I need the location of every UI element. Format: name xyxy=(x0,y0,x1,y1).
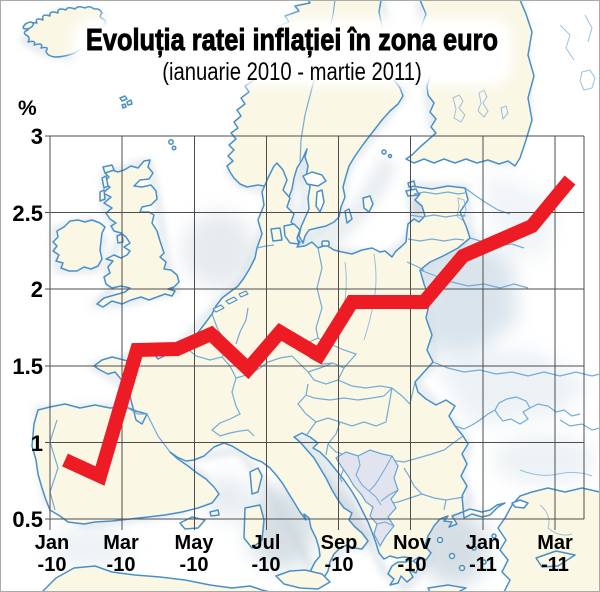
svg-text:Jan: Jan xyxy=(466,532,500,554)
svg-text:-10: -10 xyxy=(107,554,136,576)
svg-text:3: 3 xyxy=(31,124,43,149)
svg-text:0.5: 0.5 xyxy=(12,507,43,532)
svg-text:2: 2 xyxy=(31,277,43,302)
svg-text:2.5: 2.5 xyxy=(12,201,43,226)
svg-text:(ianuarie 2010 - martie 2011): (ianuarie 2010 - martie 2011) xyxy=(162,57,421,86)
svg-text:Jan: Jan xyxy=(35,532,69,554)
svg-text:1.5: 1.5 xyxy=(12,354,43,379)
svg-text:-11: -11 xyxy=(469,554,497,576)
svg-text:Nov: Nov xyxy=(393,532,432,554)
svg-text:-10: -10 xyxy=(398,554,427,576)
svg-text:Mar: Mar xyxy=(103,532,139,554)
svg-text:Evoluția ratei inflației în zo: Evoluția ratei inflației în zona euro xyxy=(86,23,498,58)
svg-text:-10: -10 xyxy=(325,554,354,576)
svg-text:-10: -10 xyxy=(38,554,67,576)
svg-text:Jul: Jul xyxy=(252,532,281,554)
svg-text:%: % xyxy=(18,97,37,120)
svg-text:-10: -10 xyxy=(252,554,281,576)
svg-text:-11: -11 xyxy=(541,554,569,576)
svg-text:1: 1 xyxy=(31,431,43,456)
svg-text:Mar: Mar xyxy=(537,532,573,554)
svg-text:-10: -10 xyxy=(180,554,209,576)
svg-text:May: May xyxy=(175,532,215,554)
svg-text:Sep: Sep xyxy=(321,532,358,554)
